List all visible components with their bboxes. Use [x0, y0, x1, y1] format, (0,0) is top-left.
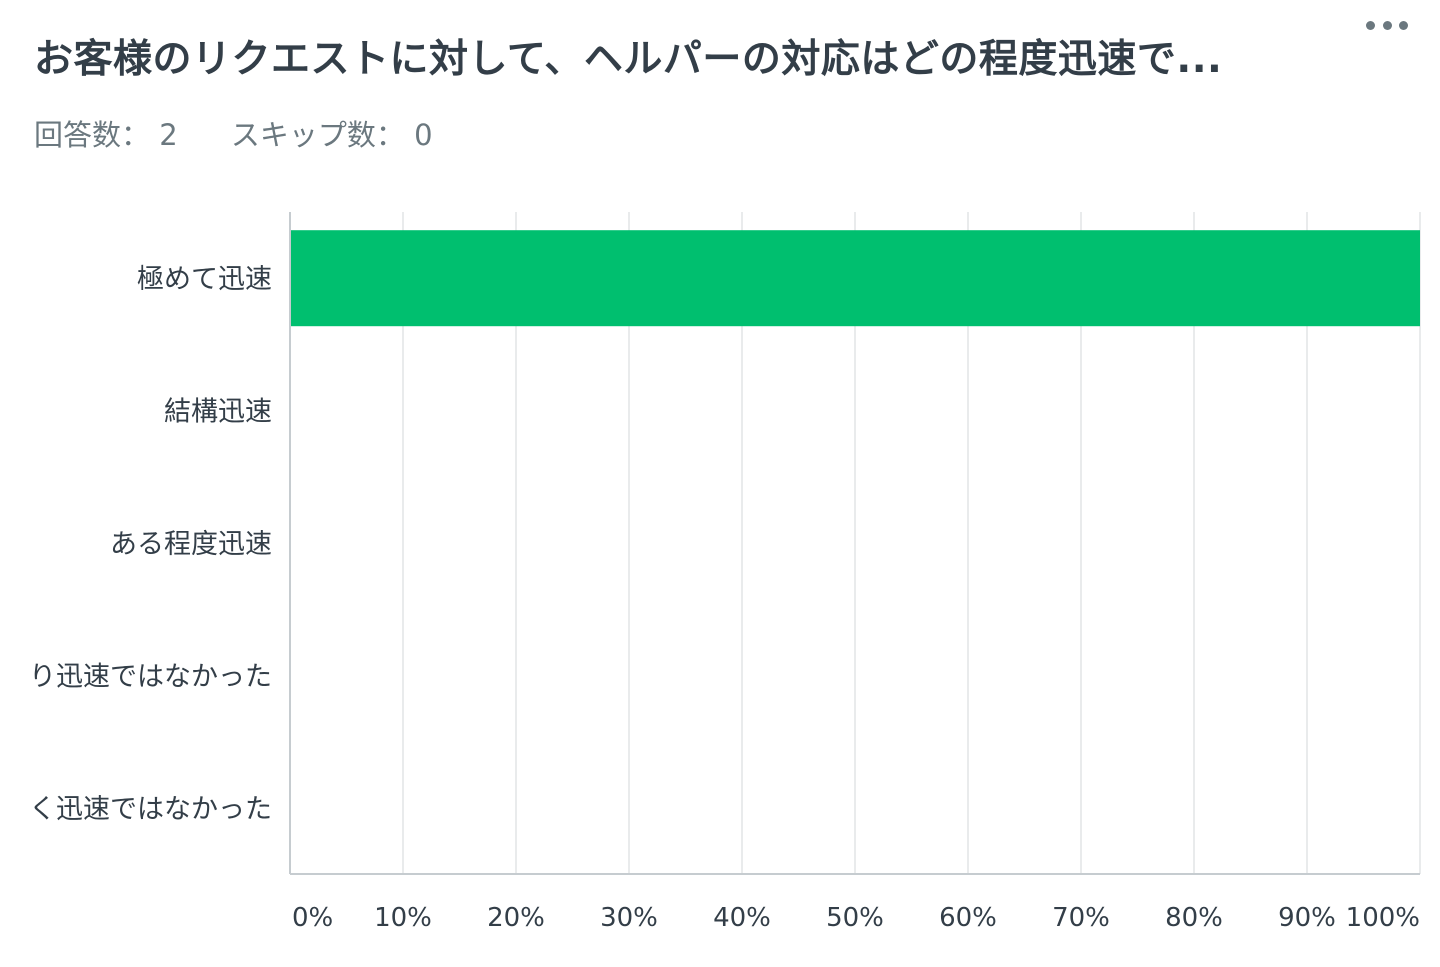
category-label: 極めて迅速: [137, 264, 272, 295]
skipped-label: スキップ数：: [230, 118, 405, 152]
skipped-count: スキップ数： 0: [231, 112, 433, 154]
x-tick-label: 20%: [487, 903, 545, 933]
x-tick-label: 70%: [1052, 903, 1110, 933]
category-label: り迅速ではなかった: [29, 661, 272, 692]
category-label: ある程度迅速: [110, 529, 272, 560]
x-tick-label: 90%: [1278, 903, 1336, 933]
category-label: く迅速ではなかった: [29, 794, 272, 825]
x-tick-label: 60%: [939, 903, 997, 933]
x-tick-label: 40%: [713, 903, 771, 933]
more-options-icon[interactable]: [1366, 10, 1408, 40]
response-stats: 回答数： 2 スキップ数： 0: [34, 112, 477, 154]
answered-value: 2: [159, 118, 178, 152]
answered-count: 回答数： 2: [34, 112, 178, 154]
more-dot: [1366, 20, 1375, 30]
x-tick-label: 30%: [600, 903, 658, 933]
answered-label: 回答数：: [34, 118, 151, 152]
question-title: お客様のリクエストに対して、ヘルパーの対応はどの程度迅速で...: [34, 37, 1223, 82]
x-tick-label: 50%: [826, 903, 884, 933]
more-dot: [1399, 20, 1408, 30]
bar: [291, 230, 1420, 327]
x-tick-label: 10%: [374, 903, 432, 933]
x-tick-label: 0%: [292, 903, 333, 933]
x-tick-label: 80%: [1165, 903, 1223, 933]
skipped-value: 0: [414, 118, 433, 152]
category-label: 結構迅速: [164, 397, 272, 428]
more-dot: [1382, 20, 1392, 30]
x-tick-label: 100%: [1346, 903, 1420, 933]
